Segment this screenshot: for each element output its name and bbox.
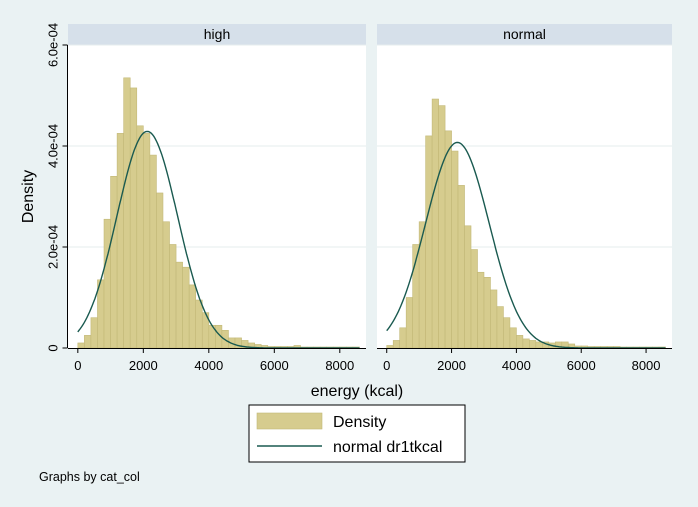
- y-tick-label-2: 4.0e-04: [46, 124, 61, 168]
- bar-high-4: [103, 218, 111, 349]
- x-tick-label-high-2: 4000: [194, 358, 223, 373]
- bar-normal-7: [431, 98, 439, 349]
- bar-normal-12: [464, 225, 472, 349]
- bar-normal-2: [399, 327, 407, 349]
- bar-high-15: [175, 261, 183, 349]
- bar-high-18: [195, 299, 203, 349]
- bar-high-2: [90, 317, 98, 349]
- legend-swatch-density: [256, 412, 323, 430]
- y-tick-label-3: 6.0e-04: [46, 23, 61, 67]
- bar-normal-20: [516, 335, 524, 349]
- y-tick-label-1: 2.0e-04: [46, 225, 61, 269]
- bar-normal-21: [522, 338, 530, 349]
- bar-normal-9: [444, 130, 452, 349]
- legend-label-normal: normal dr1tkcal: [333, 439, 442, 456]
- bar-normal-3: [405, 297, 413, 349]
- bar-normal-10: [451, 150, 459, 349]
- x-tick-label-normal-2: 4000: [502, 358, 531, 373]
- panel-title-normal: normal: [503, 26, 546, 42]
- bar-high-0: [77, 342, 85, 349]
- bar-normal-17: [496, 306, 504, 349]
- bar-high-1: [84, 335, 92, 349]
- x-tick-label-high-3: 6000: [260, 358, 289, 373]
- bar-normal-16: [490, 289, 498, 349]
- panel-header-high: [68, 24, 366, 45]
- bar-high-11: [149, 154, 157, 349]
- bar-high-14: [169, 244, 177, 349]
- y-axis-title: Density: [20, 170, 37, 223]
- x-tick-label-high-4: 8000: [325, 358, 354, 373]
- x-tick-label-high-0: 0: [74, 358, 81, 373]
- bar-high-13: [162, 221, 170, 349]
- bar-high-16: [182, 266, 190, 349]
- legend-label-density: Density: [333, 414, 386, 431]
- bar-high-9: [136, 125, 144, 349]
- graphs-by-note: Graphs by cat_col: [39, 470, 140, 484]
- bar-high-5: [110, 176, 118, 349]
- bar-high-7: [123, 77, 131, 349]
- bar-high-12: [156, 192, 164, 349]
- y-tick-label-0: 0: [46, 344, 61, 351]
- bar-normal-8: [438, 105, 446, 349]
- bar-normal-11: [457, 185, 465, 349]
- bar-normal-22: [529, 340, 537, 349]
- bar-normal-23: [535, 341, 543, 349]
- x-tick-label-normal-0: 0: [383, 358, 390, 373]
- x-axis-title: energy (kcal): [311, 383, 403, 400]
- bar-normal-0: [386, 345, 394, 349]
- bar-normal-13: [470, 249, 478, 349]
- panel-title-high: high: [204, 26, 230, 42]
- x-tick-label-normal-4: 8000: [632, 358, 661, 373]
- bar-normal-18: [503, 317, 511, 349]
- x-tick-label-normal-1: 2000: [437, 358, 466, 373]
- x-tick-label-normal-3: 6000: [567, 358, 596, 373]
- bar-normal-15: [483, 276, 491, 349]
- bar-normal-5: [418, 221, 426, 349]
- x-tick-label-high-1: 2000: [129, 358, 158, 373]
- bar-normal-6: [425, 135, 433, 349]
- bar-normal-19: [509, 327, 517, 349]
- bar-normal-14: [477, 271, 485, 349]
- bar-high-8: [129, 87, 138, 349]
- panel-header-normal: [377, 24, 672, 45]
- bar-high-6: [116, 133, 124, 349]
- bar-normal-1: [392, 340, 400, 349]
- bar-high-17: [188, 284, 197, 349]
- bar-high-10: [143, 133, 151, 349]
